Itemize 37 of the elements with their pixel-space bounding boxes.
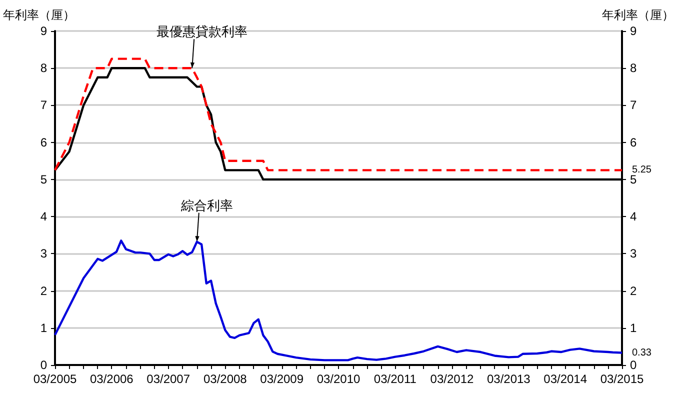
x-tick-label: 03/2006 [90,372,134,386]
y2-tick-label: 6 [630,135,637,150]
y2-axis-title: 年利率（厘） [602,8,674,22]
y2-tick-label: 2 [630,284,637,298]
annotation: 最優惠貸款利率 [156,24,248,40]
x-tick-label: 03/2009 [260,372,304,386]
data-label: 0.33 [632,347,652,358]
x-tick-label: 03/2007 [146,372,190,386]
y2-tick-label: 0 [630,358,637,372]
x-tick-label: 03/2012 [430,372,474,386]
y2-tick-label: 3 [630,246,637,261]
y2-tick-label: 4 [630,210,637,224]
y-tick-label: 5 [40,172,48,186]
y2-tick-label: 9 [630,24,637,38]
y-tick-label: 4 [40,210,48,224]
x-tick-label: 03/2013 [486,372,531,386]
y-tick-label: 9 [40,24,48,38]
y-tick-label: 1 [40,320,48,335]
y-axis-title: 年利率（厘） [3,8,75,22]
x-tick-label: 03/2015 [600,372,644,386]
x-tick-label: 03/2011 [374,372,417,386]
y2-tick-label: 8 [630,61,637,76]
x-tick-label: 03/2005 [33,372,78,386]
y2-tick-label: 7 [630,98,637,112]
y2-tick-label: 1 [630,320,637,335]
y-tick-label: 7 [40,98,48,112]
y-tick-label: 0 [40,358,48,372]
annotation: 綜合利率 [180,198,233,213]
y-tick-label: 6 [40,135,48,150]
line-series [54,240,624,362]
line-series [54,58,624,172]
y-tick-label: 3 [40,246,48,261]
x-tick-label: 03/2014 [544,372,588,386]
y-tick-label: 8 [40,61,48,76]
y-tick-label: 2 [40,284,48,298]
x-tick-label: 03/2010 [316,372,361,386]
x-tick-label: 03/2008 [203,372,248,386]
